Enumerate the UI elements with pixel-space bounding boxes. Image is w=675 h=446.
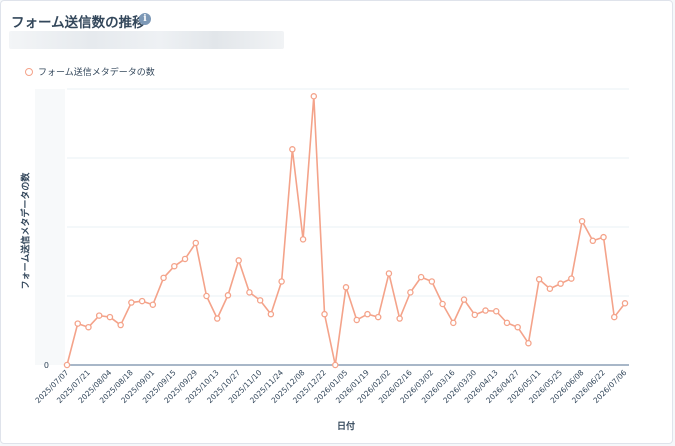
data-point — [600, 233, 607, 241]
data-point — [181, 255, 189, 263]
data-point — [568, 275, 575, 282]
data-point — [321, 310, 328, 318]
data-point — [106, 313, 114, 321]
data-point — [374, 313, 382, 321]
y-tick-label: 0 — [44, 361, 49, 370]
legend-marker-icon — [25, 67, 33, 76]
data-point — [546, 285, 554, 292]
data-point — [385, 270, 393, 277]
info-icon[interactable]: i — [139, 13, 151, 25]
data-point — [503, 319, 511, 327]
data-point — [611, 313, 618, 321]
data-point — [482, 307, 489, 314]
data-point — [460, 296, 468, 303]
data-point — [171, 262, 178, 270]
data-point — [589, 237, 597, 245]
data-point — [95, 312, 103, 319]
data-point — [428, 278, 436, 285]
blurred-subtitle — [9, 31, 284, 49]
data-point — [117, 321, 124, 329]
data-point — [471, 311, 479, 319]
data-point — [256, 297, 264, 304]
data-point — [450, 319, 457, 327]
x-axis-label: 日付 — [336, 422, 356, 432]
data-point — [342, 284, 350, 291]
data-point — [192, 239, 200, 247]
legend-label: フォーム送信メタデータの数 — [38, 68, 155, 78]
data-point — [514, 323, 521, 331]
data-point — [299, 236, 307, 243]
data-point — [578, 217, 586, 225]
data-point — [246, 289, 253, 296]
data-point — [525, 339, 532, 347]
data-point — [128, 299, 135, 306]
data-point — [203, 292, 210, 300]
data-point — [74, 320, 81, 327]
data-point — [63, 361, 71, 369]
data-point — [353, 316, 360, 324]
data-point — [224, 292, 232, 299]
chart-title: フォーム送信数の推移 — [11, 15, 146, 31]
data-point — [160, 274, 167, 282]
data-point — [621, 300, 629, 307]
y-axis-label: フォーム送信メタデータの数 — [21, 172, 32, 290]
data-point — [492, 308, 500, 315]
data-point — [407, 289, 414, 296]
data-point — [364, 310, 371, 318]
data-point — [557, 280, 564, 287]
data-point — [332, 361, 339, 369]
data-point — [417, 273, 425, 281]
data-point — [535, 276, 543, 283]
data-point — [138, 297, 146, 305]
chart-legend[interactable]: フォーム送信メタデータの数 — [25, 65, 155, 78]
data-point — [278, 278, 285, 285]
data-point — [396, 315, 403, 322]
data-point — [439, 300, 446, 308]
data-point — [149, 301, 157, 308]
data-point — [267, 310, 275, 318]
data-point — [85, 323, 92, 331]
data-point — [310, 93, 318, 100]
data-point — [289, 146, 296, 153]
series-line — [66, 95, 626, 366]
data-point — [235, 257, 242, 264]
data-point — [213, 315, 221, 322]
plot-shading — [35, 89, 65, 365]
